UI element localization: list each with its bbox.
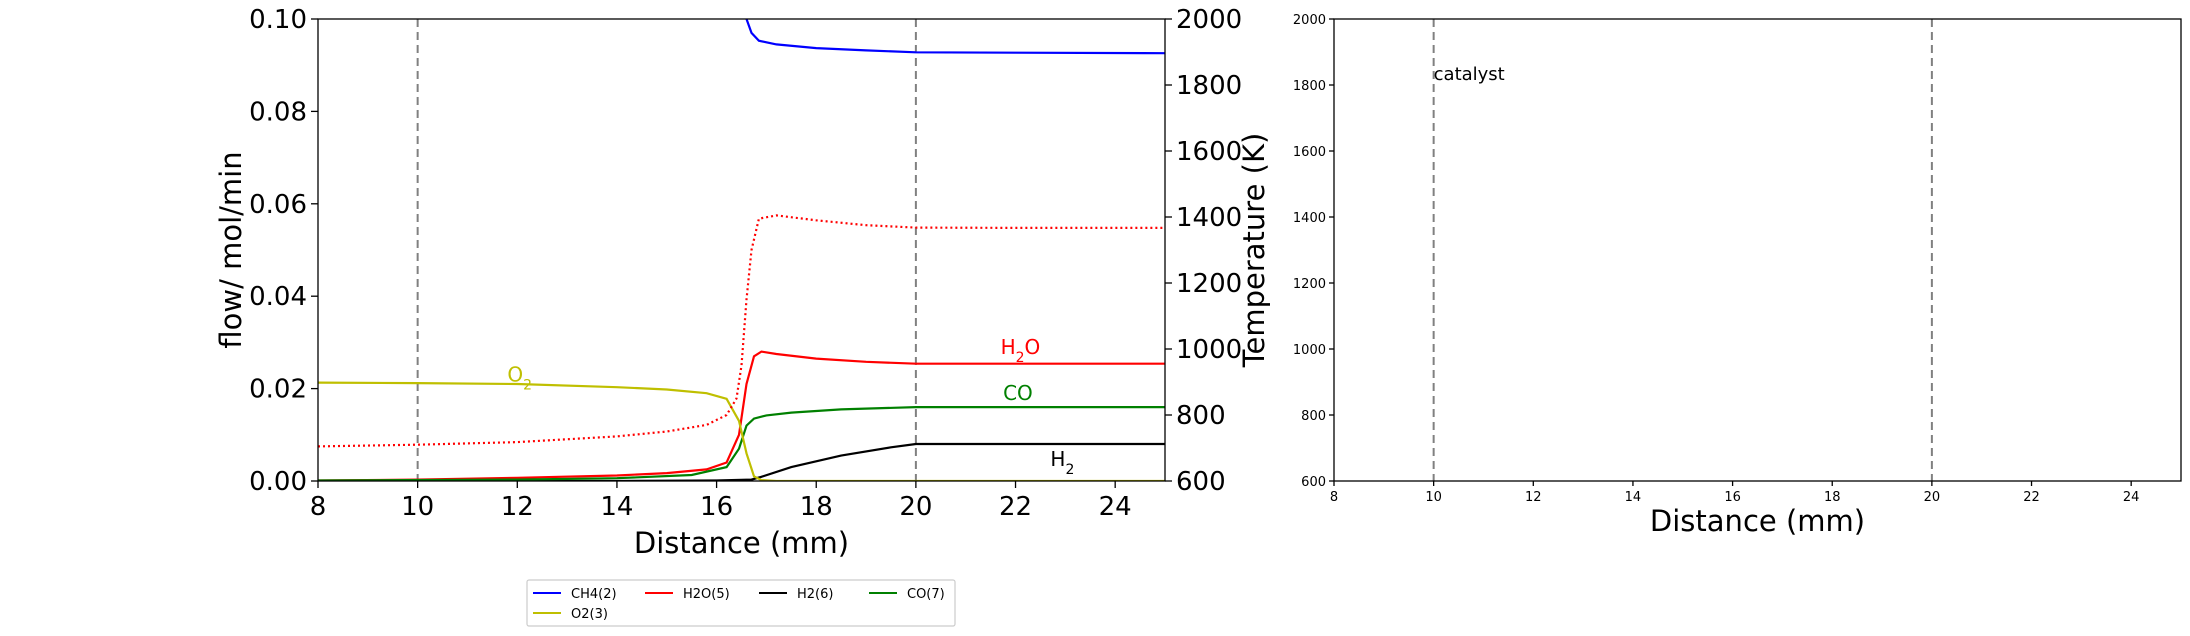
- plot-frame-right: [1334, 19, 2181, 481]
- legend-label-H2(6): H2(6): [797, 587, 833, 602]
- y-axis-title: flow/ mol/min: [214, 151, 248, 348]
- y2-tick-label: 1800: [1176, 71, 1242, 101]
- x-tick-label: 18: [800, 492, 833, 522]
- y2-tick-label: 1600: [1176, 137, 1242, 167]
- y2-tick-label: 800: [1176, 401, 1226, 431]
- x-tick-label-right: 22: [2023, 490, 2040, 505]
- y-tick-label-right: 1200: [1293, 277, 1326, 292]
- annotation-right-0: catalyst: [1434, 64, 1505, 85]
- series-line-O2(3): [318, 383, 1165, 481]
- x-tick-label-right: 24: [2123, 490, 2140, 505]
- y2-tick-label: 1400: [1176, 203, 1242, 233]
- y-tick-label: 0.06: [249, 190, 307, 220]
- y-tick-label: 0.08: [249, 97, 307, 127]
- y2-tick-label: 1200: [1176, 269, 1242, 299]
- legend-label-H2O(5): H2O(5): [683, 587, 730, 602]
- series-line-H2O(5): [318, 352, 1165, 481]
- y2-tick-label: 1000: [1176, 335, 1242, 365]
- x-tick-label-right: 14: [1625, 490, 1642, 505]
- y-tick-label-right: 600: [1301, 475, 1326, 490]
- y-tick-label-right: 2000: [1293, 13, 1326, 28]
- annotation-3: O2: [507, 363, 532, 394]
- y-tick-label: 0.10: [249, 5, 307, 35]
- x-tick-label: 22: [999, 492, 1032, 522]
- y-tick-label: 0.02: [249, 375, 307, 405]
- x-axis-title-left: Distance (mm): [634, 526, 849, 560]
- x-tick-label: 12: [501, 492, 534, 522]
- legend-label-O2(3): O2(3): [571, 607, 608, 622]
- annotation-0: H2O: [1001, 335, 1041, 366]
- y-tick-label-right: 1000: [1293, 343, 1326, 358]
- y2-tick-label: 600: [1176, 467, 1226, 497]
- x-tick-label: 10: [401, 492, 434, 522]
- x-tick-label-right: 10: [1425, 490, 1442, 505]
- y-tick-label-right: 800: [1301, 409, 1326, 424]
- legend-label-CO(7): CO(7): [907, 587, 945, 602]
- series-line-H2(6): [318, 444, 1165, 481]
- chart-right: 8 10 12 14 16 18 20 22 24 600 800 1000 1200 1400 1600 1…: [1293, 13, 2181, 538]
- y-tick-label: 0.04: [249, 282, 307, 312]
- x-tick-label-right: 18: [1824, 490, 1841, 505]
- series-line-CH4(2): [747, 19, 1166, 53]
- x-tick-label: 20: [899, 492, 932, 522]
- y-tick-label-right: 1600: [1293, 145, 1326, 160]
- legend: CH4(2) H2O(5) H2(6) CO(7) O2(3): [527, 580, 955, 626]
- y-tick-label-right: 1400: [1293, 211, 1326, 226]
- y-tick-label: 0.00: [249, 467, 307, 497]
- x-tick-label: 16: [700, 492, 733, 522]
- x-tick-label: 8: [310, 492, 327, 522]
- x-tick-label-right: 16: [1724, 490, 1741, 505]
- annotation-2: H2: [1050, 447, 1074, 478]
- x-tick-label-right: 20: [1924, 490, 1941, 505]
- x-tick-label-right: 12: [1525, 490, 1542, 505]
- y2-tick-label: 2000: [1176, 5, 1242, 35]
- y-tick-label-right: 1800: [1293, 79, 1326, 94]
- x-tick-label: 14: [600, 492, 633, 522]
- x-axis-title-right: Distance (mm): [1650, 504, 1865, 538]
- annotation-1: CO: [1003, 381, 1033, 405]
- legend-label-CH4(2): CH4(2): [571, 587, 617, 602]
- y2-axis-title: Temperature (K): [1237, 133, 1271, 369]
- x-tick-label: 24: [1099, 492, 1132, 522]
- chart-left: 8 10 12 14 16 18 20 22 24 0.00 0.02 0.04 0.06 0.08 0.1…: [214, 5, 1271, 560]
- x-tick-label-right: 8: [1330, 490, 1338, 505]
